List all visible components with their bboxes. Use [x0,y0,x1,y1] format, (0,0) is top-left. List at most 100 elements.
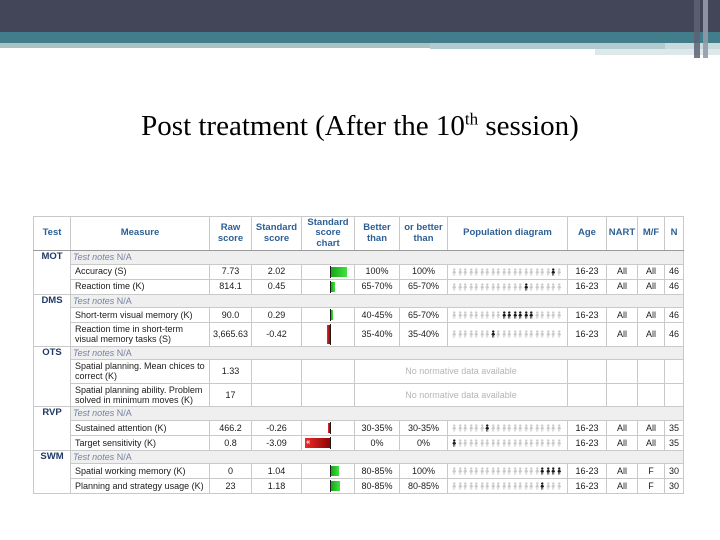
person-icon-active [551,268,555,276]
standard-score-chart-cell [301,463,355,480]
standard-score-cell: 0.45 [251,278,302,295]
test-notes-row: RVP Test notes N/A [33,406,684,451]
header-measure: Measure [70,215,210,252]
person-icon [529,268,533,276]
raw-score-cell: 90.0 [209,307,252,323]
person-icon [518,283,522,291]
person-icon [496,467,500,475]
person-icon [491,268,495,276]
title-superscript: th [464,109,479,129]
person-icon [474,311,478,319]
person-icon [480,268,484,276]
person-icon [474,283,478,291]
n-cell: 30 [664,463,684,480]
measure-cell: Short-term visual memory (K) [70,307,210,323]
nart-cell: All [606,419,638,436]
or-better-than-cell: 100% [399,263,448,280]
mf-cell: All [637,419,665,436]
test-notes-label: Test notes [73,347,115,358]
population-diagram [450,439,565,447]
age-cell: 16-23 [567,434,607,451]
raw-score-cell: 3,665.63 [209,322,252,347]
person-icon [469,482,473,490]
standard-score-cell: -0.26 [251,419,302,436]
age-cell: 16-23 [567,322,607,347]
age-cell: 16-23 [567,419,607,436]
population-diagram-cell [447,463,568,480]
person-icon-active [524,283,528,291]
person-icon [496,268,500,276]
person-icon [469,439,473,447]
nart-cell: All [606,478,638,495]
person-icon [496,311,500,319]
person-icon [502,268,506,276]
test-code-cell: DMS [33,293,71,347]
person-icon [474,467,478,475]
n-cell: 35 [664,419,684,436]
person-icon [518,268,522,276]
person-icon-active [518,311,522,319]
person-icon [458,482,462,490]
standard-score-chart-cell [301,419,355,436]
person-icon-active [513,311,517,319]
population-diagram [450,424,565,432]
person-icon [485,283,489,291]
person-icon [496,439,500,447]
person-icon-active [491,330,495,338]
title-text-suffix: session) [478,110,579,142]
measure-row: Target sensitivity (K) 0.8 -3.09 « 0% 0% 16-23… [34,434,684,451]
top-bar-dark [0,0,720,32]
test-notes-cell: Test notes N/A [70,449,684,465]
test-notes-value: N/A [114,408,132,419]
measure-cell: Spatial working memory (K) [70,463,210,480]
measure-row: Reaction time in short-term visual memor… [34,322,684,347]
header-better-than: Better than [354,215,400,252]
person-icon [557,424,561,432]
person-icon [480,439,484,447]
person-icon [463,467,467,475]
person-icon [518,482,522,490]
positive-score-bar [331,466,340,477]
raw-score-cell: 7.73 [209,263,252,280]
person-icon [469,424,473,432]
header-raw-score: Raw score [209,215,252,252]
person-icon [535,467,539,475]
measure-row: Spatial planning. Mean chices to correct… [34,359,684,384]
header-n: N [664,215,684,252]
person-icon [546,268,550,276]
nart-cell: All [606,434,638,451]
person-icon [546,482,550,490]
score-axis [330,465,331,478]
measure-row: Spatial planning ability. Problem solved… [34,382,684,408]
person-icon [502,482,506,490]
population-diagram [450,283,565,291]
age-cell: 16-23 [567,307,607,323]
person-icon [546,283,550,291]
person-icon [507,424,511,432]
person-icon [480,311,484,319]
person-icon [485,467,489,475]
or-better-than-cell: 80-85% [399,478,448,495]
person-icon [529,467,533,475]
or-better-than-cell: 30-35% [399,419,448,436]
person-icon [474,268,478,276]
person-icon [491,467,495,475]
standard-score-cell: 0.29 [251,307,302,323]
person-icon [524,482,528,490]
better-than-cell: 35-40% [354,322,400,347]
measure-cell: Target sensitivity (K) [70,434,210,451]
better-than-cell: 100% [354,263,400,280]
person-icon-active [452,439,456,447]
test-notes-label: Test notes [73,408,115,419]
or-better-than-cell: 35-40% [399,322,448,347]
age-cell [567,382,607,408]
offscale-marker-icon: « [306,439,311,447]
or-better-than-cell: 100% [399,463,448,480]
person-icon [496,330,500,338]
score-axis [330,436,331,449]
person-icon [452,268,456,276]
person-icon [480,283,484,291]
header-nart: NART [606,215,638,252]
person-icon [496,424,500,432]
